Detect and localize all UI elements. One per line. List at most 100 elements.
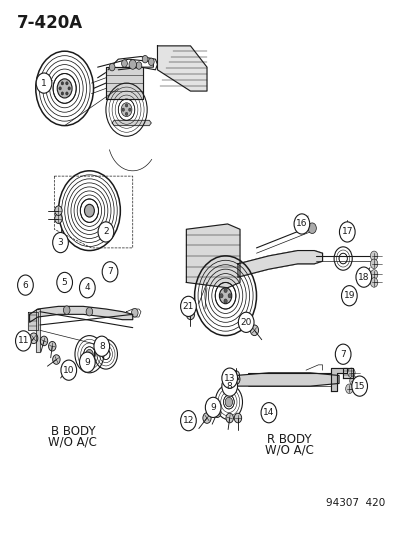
Polygon shape xyxy=(29,306,133,322)
Text: 21: 21 xyxy=(182,302,194,311)
Text: W/O A/C: W/O A/C xyxy=(264,443,313,456)
Circle shape xyxy=(61,92,64,95)
Circle shape xyxy=(84,204,94,217)
Text: 9: 9 xyxy=(210,403,216,412)
Circle shape xyxy=(125,112,128,116)
Circle shape xyxy=(79,352,95,372)
Circle shape xyxy=(57,79,72,98)
Circle shape xyxy=(370,251,377,261)
Circle shape xyxy=(225,397,232,407)
Text: 6: 6 xyxy=(23,280,28,289)
Circle shape xyxy=(142,55,147,63)
Text: 5: 5 xyxy=(62,278,67,287)
Polygon shape xyxy=(36,309,40,352)
Circle shape xyxy=(339,222,354,242)
Text: 1: 1 xyxy=(41,78,47,87)
Circle shape xyxy=(221,376,237,396)
Circle shape xyxy=(79,278,95,298)
Circle shape xyxy=(57,272,72,293)
Circle shape xyxy=(98,222,114,242)
Text: 18: 18 xyxy=(357,273,369,281)
Circle shape xyxy=(148,58,154,66)
Text: 9: 9 xyxy=(84,358,90,367)
Text: W/O A/C: W/O A/C xyxy=(48,435,97,448)
Circle shape xyxy=(52,232,68,253)
Text: 7-420A: 7-420A xyxy=(17,14,83,32)
Circle shape xyxy=(68,87,70,90)
Circle shape xyxy=(223,299,227,303)
Circle shape xyxy=(86,308,93,316)
Text: 2: 2 xyxy=(103,228,109,237)
Circle shape xyxy=(109,63,115,71)
Text: 94307  420: 94307 420 xyxy=(325,498,384,508)
Circle shape xyxy=(225,413,233,423)
Circle shape xyxy=(213,408,221,417)
Circle shape xyxy=(36,73,52,93)
Circle shape xyxy=(85,350,93,359)
Polygon shape xyxy=(186,224,240,288)
Circle shape xyxy=(234,413,241,423)
Circle shape xyxy=(231,374,240,384)
Circle shape xyxy=(370,278,377,287)
Circle shape xyxy=(355,267,371,287)
Text: 3: 3 xyxy=(57,238,63,247)
Circle shape xyxy=(180,410,196,431)
Circle shape xyxy=(223,288,227,293)
Circle shape xyxy=(228,294,231,298)
Text: 15: 15 xyxy=(353,382,365,391)
Text: 16: 16 xyxy=(295,220,307,229)
Circle shape xyxy=(238,312,254,333)
Text: 8: 8 xyxy=(226,382,232,391)
Text: 19: 19 xyxy=(343,291,354,300)
Text: 7: 7 xyxy=(107,268,113,276)
Text: 12: 12 xyxy=(182,416,194,425)
Circle shape xyxy=(186,309,194,320)
Circle shape xyxy=(180,296,196,317)
Circle shape xyxy=(61,360,76,380)
Circle shape xyxy=(349,376,356,385)
Circle shape xyxy=(219,294,223,298)
Circle shape xyxy=(122,108,124,111)
Circle shape xyxy=(136,62,142,69)
Polygon shape xyxy=(330,368,347,391)
Text: R BODY: R BODY xyxy=(266,433,311,446)
Circle shape xyxy=(63,306,70,314)
Polygon shape xyxy=(237,251,322,277)
Text: 10: 10 xyxy=(63,366,74,375)
Circle shape xyxy=(94,336,109,357)
Text: 7: 7 xyxy=(339,350,345,359)
Circle shape xyxy=(221,368,237,388)
Circle shape xyxy=(66,92,68,95)
Circle shape xyxy=(131,309,138,317)
Circle shape xyxy=(48,342,56,351)
Circle shape xyxy=(250,325,258,336)
Text: 17: 17 xyxy=(341,228,352,237)
Circle shape xyxy=(202,413,211,423)
Text: 4: 4 xyxy=(84,283,90,292)
Text: B BODY: B BODY xyxy=(50,425,95,438)
Circle shape xyxy=(121,103,132,117)
Circle shape xyxy=(18,275,33,295)
Circle shape xyxy=(121,60,127,67)
Circle shape xyxy=(293,214,309,234)
Circle shape xyxy=(55,214,62,223)
Text: 20: 20 xyxy=(240,318,251,327)
Circle shape xyxy=(102,262,118,282)
Text: 8: 8 xyxy=(99,342,104,351)
Circle shape xyxy=(341,286,356,306)
Circle shape xyxy=(307,223,316,233)
Circle shape xyxy=(370,259,377,269)
Circle shape xyxy=(16,331,31,351)
Circle shape xyxy=(219,288,231,304)
Polygon shape xyxy=(342,368,353,378)
Circle shape xyxy=(261,402,276,423)
Polygon shape xyxy=(227,373,338,389)
Circle shape xyxy=(61,82,64,85)
Circle shape xyxy=(370,270,377,279)
Circle shape xyxy=(345,384,352,393)
Circle shape xyxy=(335,344,350,365)
Circle shape xyxy=(125,104,128,107)
Circle shape xyxy=(59,87,61,90)
Text: 14: 14 xyxy=(263,408,274,417)
Circle shape xyxy=(232,370,239,380)
